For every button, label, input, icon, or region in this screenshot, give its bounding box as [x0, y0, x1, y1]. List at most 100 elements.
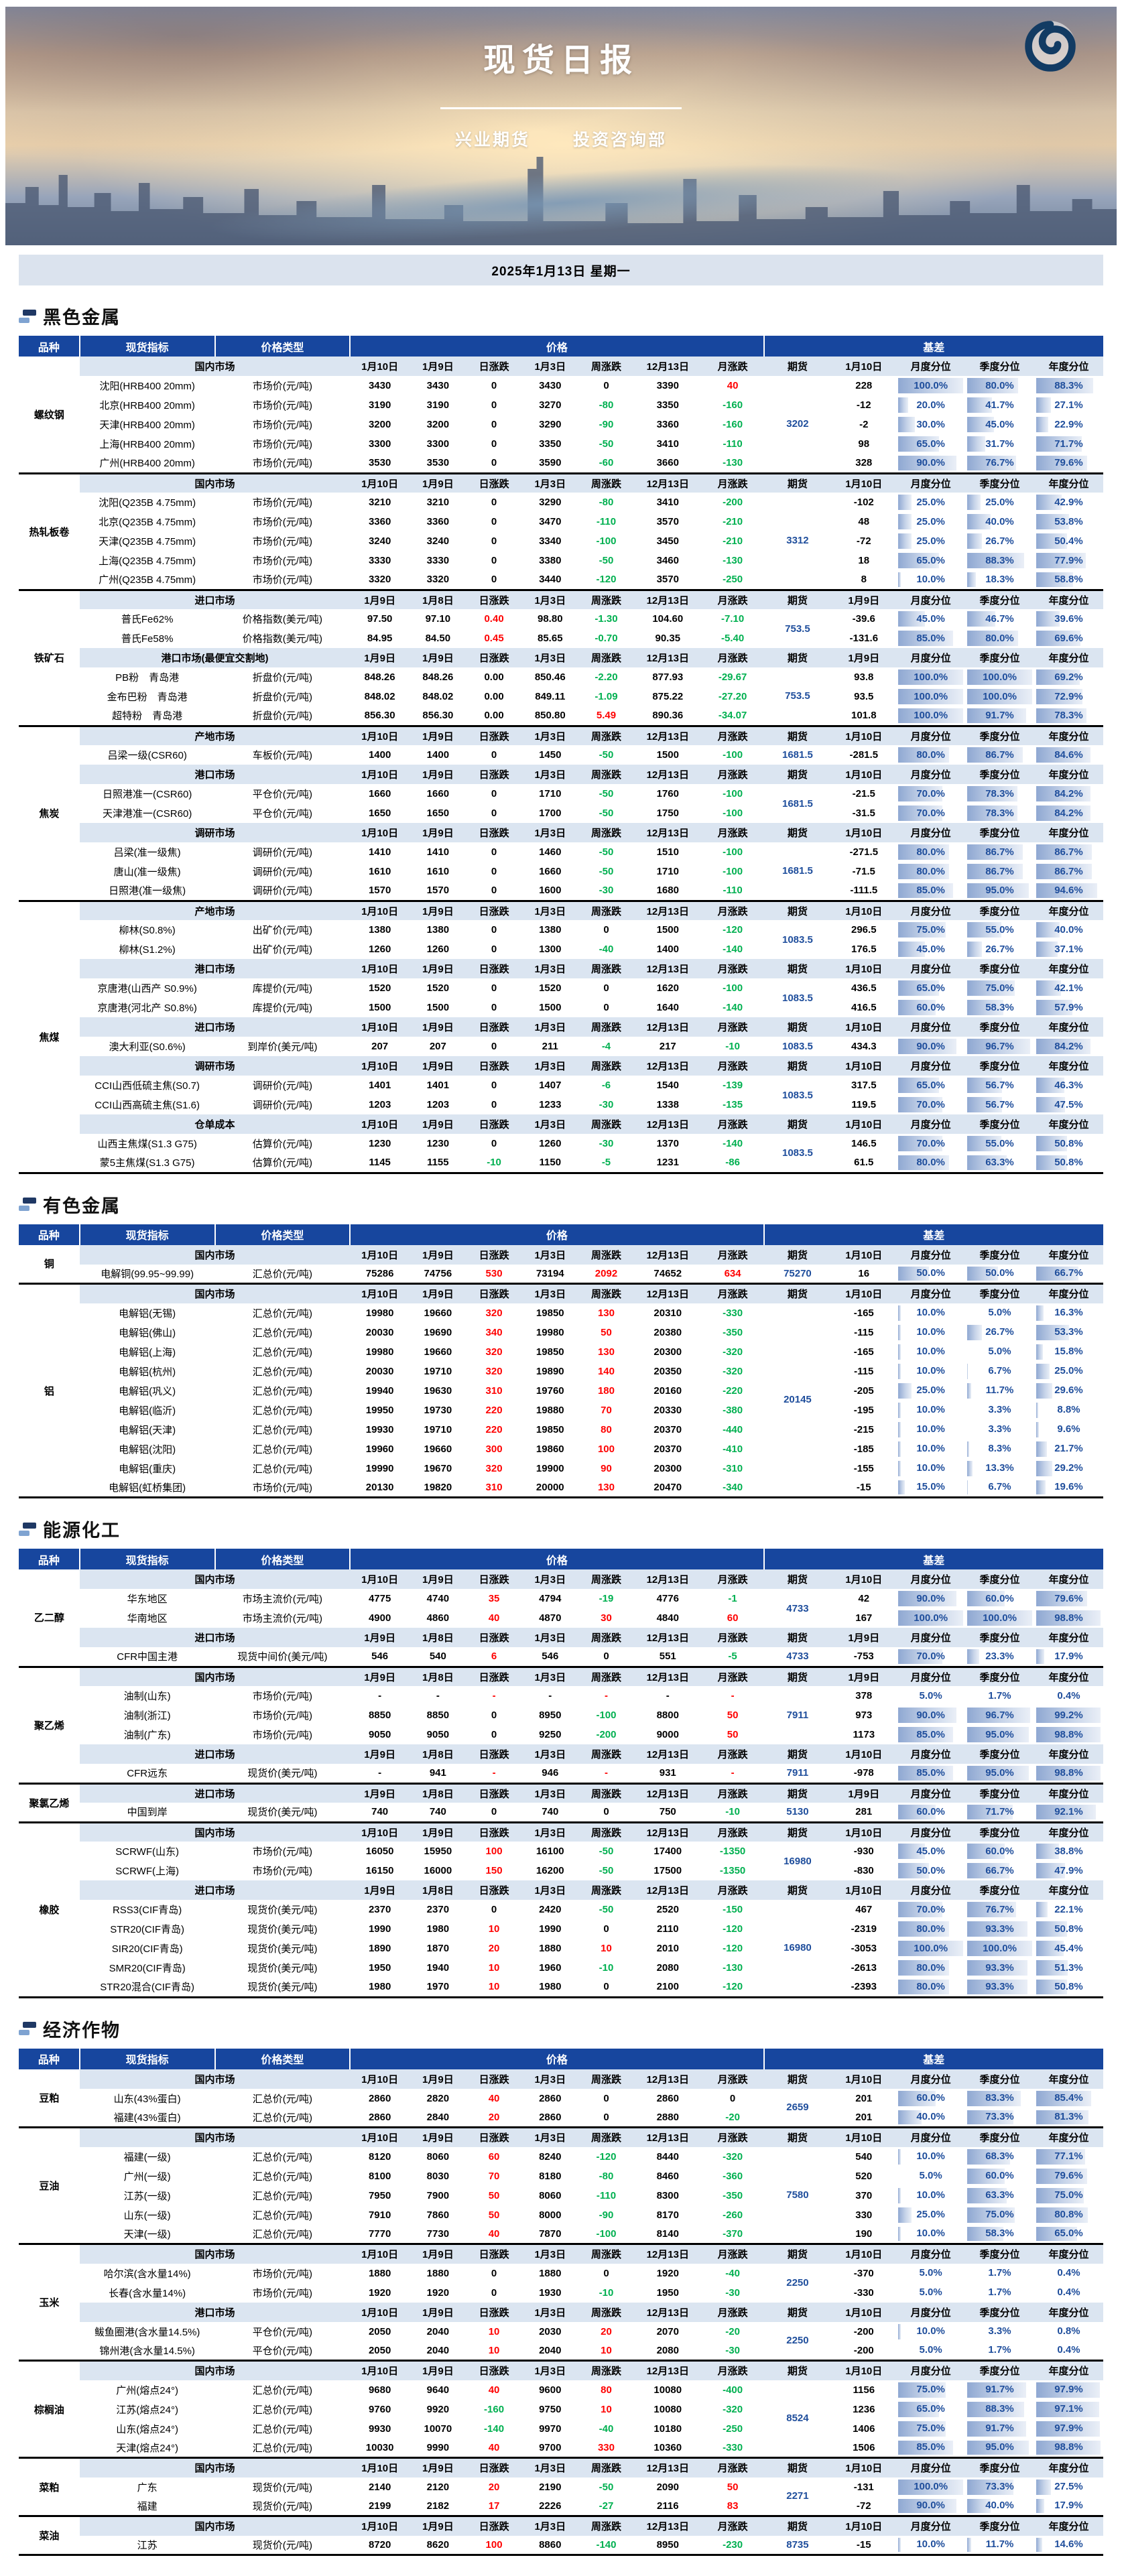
basis-cell: 973	[855, 1710, 873, 1721]
percentile-bar	[967, 533, 982, 549]
table-row: 广东 现货价(元/吨) 2140 2120 20 2190 -50 2090 50 2271 -13…	[19, 2477, 1103, 2502]
subheader-cell: 季度分位	[965, 1665, 1034, 1686]
percentile-value: 98.8%	[1054, 2441, 1083, 2453]
percentile-cell: 29.2%	[1034, 1459, 1103, 1478]
subheader-cell: 季度分位	[965, 357, 1034, 376]
price-cell: 1500	[368, 1002, 391, 1013]
price-type-cell: 平仓价(元/吨)	[252, 808, 312, 820]
table-row: 日照港准一(CSR60) 平仓价(元/吨) 1660 1660 0 1710 -50 1760…	[19, 784, 1103, 810]
price-cell: 16100	[536, 1846, 564, 1857]
percentile-cell: 40.0%	[1034, 920, 1103, 940]
change-cell: -86	[725, 1157, 740, 1169]
price-cell: 9600	[539, 2384, 562, 2396]
change-cell: -310	[723, 1462, 743, 1474]
percentile-bar	[1036, 1980, 1068, 1994]
price-cell: 4776	[656, 1593, 679, 1604]
percentile-value: 58.8%	[1054, 573, 1083, 585]
percentile-cell: 15.8%	[1034, 1342, 1103, 1362]
price-cell: 15950	[424, 1846, 452, 1857]
column-header: 价格类型	[214, 1224, 351, 1245]
futures-cell: 7911	[786, 1767, 809, 1779]
indicator-cell: SCRWF(上海)	[115, 1866, 179, 1877]
table-row: 沈阳(Q235B 4.75mm) 市场价(元/吨) 3210 3210 0 3290 -80…	[19, 493, 1103, 546]
table-row: 电解铜(99.95~99.99) 汇总价(元/吨) 75286 74756 530 731…	[19, 1265, 1103, 1284]
change-cell: 0	[729, 2092, 736, 2104]
price-type-cell: 市场价(元/吨)	[252, 536, 312, 548]
percentile-cell: 72.9%	[1034, 687, 1103, 706]
price-cell: 3330	[368, 555, 391, 566]
change-cell: 50	[488, 2189, 500, 2201]
subheader-cell: 月涨跌	[701, 2515, 764, 2536]
percentile-cell: 10.0%	[896, 2225, 965, 2244]
subheader-cell: 日涨跌	[466, 2457, 522, 2477]
data-table: 品种 现货指标 价格类型 价格 基差 乙二醇 国内市场 1月10日 1月9日 日涨跌 1月3日 周涨跌…	[19, 1549, 1103, 1998]
subheader-cell: 12月13日	[633, 899, 702, 920]
price-type-cell: 现货价(美元/吨)	[247, 1963, 318, 1974]
percentile-cell: 22.9%	[1034, 415, 1103, 434]
percentile-cell: 79.6%	[1034, 1589, 1103, 1608]
subheader-cell: 月度分位	[896, 2457, 966, 2477]
subheader-cell: 1月10日	[831, 1283, 897, 1303]
futures-cell: 2250	[786, 2335, 809, 2347]
table-row: 电解铝(临沂) 汇总价(元/吨) 19950 19730 220 19880 70 20330…	[19, 1401, 1103, 1420]
percentile-cell: 100.0%	[965, 687, 1034, 706]
percentile-cell: 93.3%	[965, 1919, 1034, 1939]
subheader-cell: 期货	[763, 1017, 832, 1037]
change-cell: -100	[723, 788, 743, 799]
table-row: 上海(Q235B 4.75mm) 市场价(元/吨) 3330 3330 0 3380 -50…	[19, 551, 1103, 570]
change-cell: 20	[488, 2481, 500, 2493]
percentile-value: 70.0%	[916, 1137, 945, 1149]
change-cell: 10	[488, 1923, 500, 1935]
percentile-bar	[1036, 1610, 1101, 1626]
change-cell: 0	[603, 1002, 609, 1013]
subheader-cell: 周涨跌	[578, 2515, 634, 2536]
percentile-value: 6.7%	[988, 1365, 1011, 1376]
percentile-value: 46.3%	[1054, 1079, 1083, 1091]
percentile-bar	[1036, 689, 1083, 704]
price-cell: 19860	[536, 1443, 564, 1455]
subheader-cell: 月涨跌	[701, 1782, 764, 1803]
futures-cell: 7911	[786, 1710, 809, 1721]
percentile-value: 73.3%	[985, 2111, 1014, 2123]
price-cell: 20300	[653, 1462, 682, 1474]
basis-cell: -165	[853, 1307, 874, 1319]
indicator-cell: SIR20(CIF青岛)	[111, 1943, 183, 1955]
price-cell: 8170	[656, 2209, 679, 2221]
subheader-cell: 年度分位	[1034, 648, 1103, 667]
indicator-cell: 鲅鱼圈港(含水量14.5%)	[94, 2326, 200, 2338]
price-cell: 8950	[539, 1710, 562, 1721]
table-row: 电解铝(虹桥集团) 市场价(元/吨) 20130 19820 310 20000 130 20…	[19, 1478, 1103, 1498]
subheader-cell: 1月9日	[350, 648, 410, 667]
price-type-cell: 价格指数(美元/吨)	[242, 614, 322, 625]
subheader-cell: 年度分位	[1034, 1782, 1103, 1803]
subheader-cell: 12月13日	[633, 2360, 702, 2380]
percentile-cell: 80.0%	[896, 862, 965, 881]
basis-cell: -370	[853, 2267, 874, 2279]
basis-cell: 328	[855, 457, 873, 469]
price-cell: 3320	[426, 574, 450, 586]
subheader-cell: 12月13日	[633, 724, 702, 745]
price-cell: 1750	[656, 808, 679, 819]
change-cell: -130	[723, 1962, 743, 1974]
subheader-row: 港口市场 1月10日 1月9日 日涨跌 1月3日 周涨跌 12月13日 月涨跌 期货 1月10日月…	[19, 765, 1103, 784]
change-cell: -50	[599, 2481, 614, 2493]
column-header: 价格类型	[214, 1549, 351, 1569]
percentile-value: 95.0%	[985, 884, 1014, 896]
percentile-cell: 45.0%	[896, 609, 965, 629]
percentile-value: 75.0%	[916, 923, 945, 936]
percentile-bar	[967, 806, 1017, 821]
price-type-cell: 汇总价(元/吨)	[252, 2384, 312, 2396]
subheader-cell: 月涨跌	[701, 1283, 764, 1303]
percentile-bar	[898, 1480, 905, 1494]
percentile-cell: 55.0%	[965, 1134, 1034, 1153]
percentile-value: 20.0%	[916, 399, 945, 411]
subheader-cell: 周涨跌	[578, 1114, 634, 1134]
percentile-bar	[1036, 669, 1080, 685]
change-cell: -100	[596, 1710, 617, 1721]
percentile-cell: 47.9%	[1034, 1861, 1103, 1880]
change-cell: -90	[599, 419, 614, 430]
price-cell: 19820	[424, 1481, 452, 1493]
percentile-value: 100.0%	[914, 1612, 948, 1624]
change-cell: 0	[491, 380, 497, 391]
indicator-cell: 山西主焦煤(S1.3 G75)	[97, 1139, 197, 1150]
